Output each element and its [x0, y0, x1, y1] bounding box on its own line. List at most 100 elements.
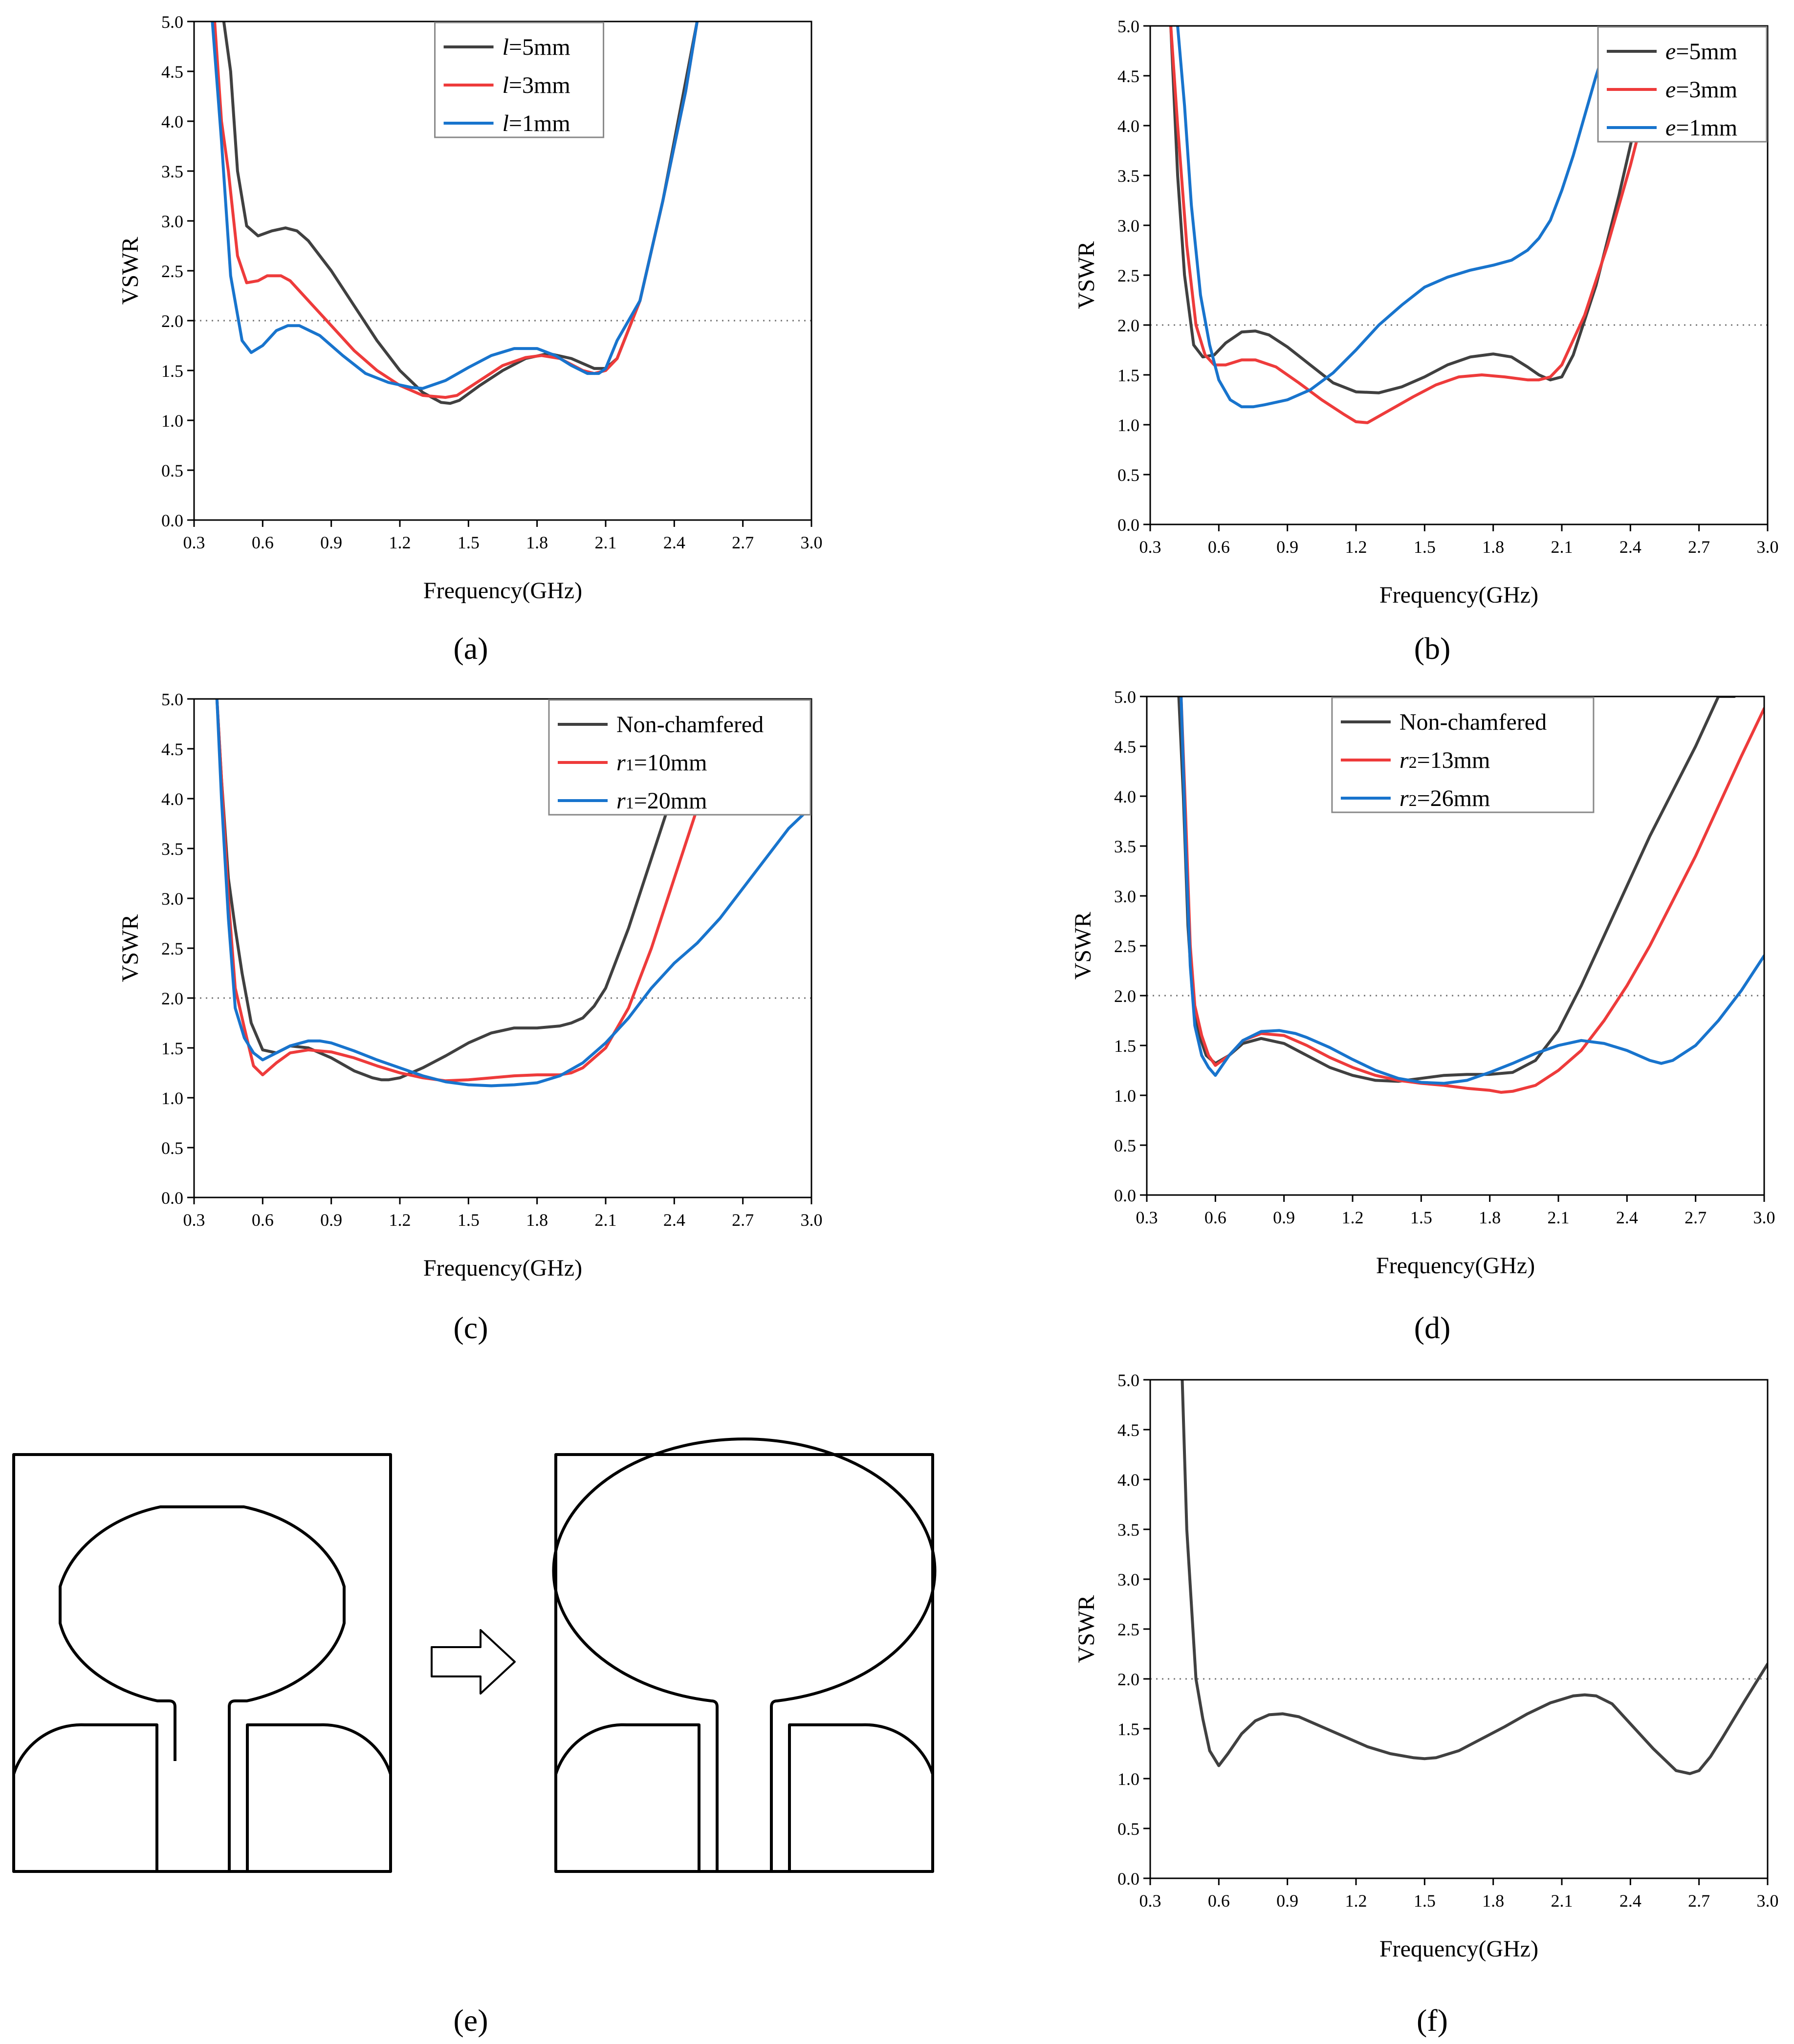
y-tick-label: 1.0	[161, 411, 183, 431]
chart-c: 0.3 0.6 0.9 1.2 1.5 1.8 2.1 2.4 2.7 3.0 0.0 0.5 1.0 1…	[117, 690, 823, 1281]
chart-b: 0.3 0.6 0.9 1.2 1.5 1.8 2.1 2.4 2.7 3.0 0.0 0.5 1.0 1…	[1073, 17, 1779, 608]
x-tick-label: 1.5	[458, 1210, 480, 1230]
y-tick-label: 5.0	[161, 12, 183, 32]
y-tick-label: 3.0	[1117, 216, 1139, 236]
x-tick-label: 2.1	[595, 1210, 617, 1230]
ground-right-a	[246, 1723, 392, 1873]
y-tick-label: 1.5	[1114, 1036, 1136, 1056]
y-tick-label: 0.0	[1117, 515, 1139, 535]
x-tick-label: 1.2	[1345, 1891, 1367, 1911]
x-tick-label: 2.1	[1551, 1891, 1573, 1911]
y-axis-label: VSWR	[117, 237, 143, 305]
y-tick-label: 1.0	[1117, 1769, 1139, 1789]
legend-box	[548, 699, 811, 816]
caption-f: (f)	[1417, 2003, 1448, 2038]
substrate-outline-right	[554, 1453, 934, 1873]
y-tick-label: 0.5	[1117, 465, 1139, 485]
x-tick-label: 0.3	[1139, 537, 1161, 557]
x-tick-label: 3.0	[1757, 1891, 1779, 1911]
x-axis-label: Frequency(GHz)	[1379, 582, 1538, 608]
x-axis-label: Frequency(GHz)	[1379, 1936, 1538, 1962]
charts: 0.3 0.6 0.9 1.2 1.5 1.8 2.1 2.4 2.7 3.0 0.0 0.5 1.0 1…	[117, 12, 1779, 1962]
legend-label: r2=13mm	[1400, 747, 1490, 773]
y-tick-label: 5.0	[1117, 1370, 1139, 1390]
y-tick-label: 3.5	[161, 162, 183, 181]
y-tick-label: 2.0	[1114, 986, 1136, 1006]
y-tick-label: 0.0	[1117, 1869, 1139, 1889]
y-tick-label: 1.0	[1114, 1086, 1136, 1106]
legend: Non-chamfered r2=13mm r2=26mm	[1331, 696, 1595, 813]
radiator-ellipse	[552, 1437, 937, 1871]
y-tick-label: 0.0	[161, 1188, 183, 1208]
y-tick-label: 3.5	[1117, 1520, 1139, 1540]
series-line-0	[1169, 26, 1655, 394]
x-tick-label: 1.2	[389, 1210, 411, 1230]
y-tick-label: 4.0	[161, 789, 183, 809]
legend-label: e=5mm	[1665, 39, 1737, 65]
chart-a: 0.3 0.6 0.9 1.2 1.5 1.8 2.1 2.4 2.7 3.0 0.0 0.5 1.0 1…	[117, 12, 823, 604]
x-tick-label: 0.9	[320, 1210, 342, 1230]
y-tick-label: 1.5	[161, 361, 183, 381]
y-tick-label: 2.5	[161, 261, 183, 281]
x-tick-label: 0.6	[252, 533, 274, 552]
legend-label: r1=20mm	[616, 788, 707, 814]
y-tick-label: 3.5	[1114, 837, 1136, 856]
ground-right-b	[788, 1723, 934, 1873]
y-tick-label: 3.0	[1114, 887, 1136, 906]
radiator-octagon	[59, 1505, 346, 1871]
caption-a: (a)	[453, 631, 488, 666]
x-tick-label: 2.7	[732, 1210, 754, 1230]
x-tick-label: 0.9	[1276, 1891, 1298, 1911]
x-tick-label: 0.9	[320, 533, 342, 552]
legend: Non-chamfered r1=10mm r1=20mm	[548, 699, 811, 816]
y-tick-label: 2.0	[1117, 1670, 1139, 1689]
y-tick-label: 2.0	[161, 311, 183, 331]
x-tick-label: 0.3	[183, 533, 205, 552]
y-tick-label: 0.0	[1114, 1186, 1136, 1205]
legend-label: Non-chamfered	[616, 712, 764, 738]
y-tick-label: 1.5	[1117, 1719, 1139, 1739]
y-tick-label: 5.0	[1114, 687, 1136, 707]
legend-label: e=1mm	[1665, 115, 1737, 141]
x-tick-label: 2.7	[1688, 537, 1710, 557]
x-tick-label: 3.0	[1757, 537, 1779, 557]
chart-d: 0.3 0.6 0.9 1.2 1.5 1.8 2.1 2.4 2.7 3.0 0.0 0.5 1.0 1…	[1070, 687, 1775, 1279]
x-tick-label: 1.8	[526, 533, 548, 552]
y-tick-label: 3.0	[161, 889, 183, 909]
x-tick-label: 2.7	[1688, 1891, 1710, 1911]
y-tick-label: 2.0	[1117, 316, 1139, 335]
y-tick-label: 0.5	[161, 461, 183, 480]
series-line-1	[213, 22, 699, 399]
x-tick-label: 2.4	[663, 1210, 685, 1230]
x-tick-label: 1.5	[1410, 1208, 1432, 1227]
y-tick-label: 4.5	[161, 739, 183, 759]
x-tick-label: 2.1	[595, 533, 617, 552]
y-tick-label: 4.5	[1117, 1420, 1139, 1440]
y-tick-label: 3.0	[1117, 1570, 1139, 1589]
y-tick-label: 4.5	[1114, 737, 1136, 757]
series-line-2	[1176, 26, 1616, 409]
x-tick-label: 2.7	[1685, 1208, 1706, 1227]
y-tick-label: 0.5	[1114, 1136, 1136, 1155]
y-tick-label: 2.0	[161, 989, 183, 1008]
y-tick-label: 4.0	[1117, 116, 1139, 136]
legend-label: Non-chamfered	[1400, 709, 1547, 735]
ground-left-b	[554, 1723, 700, 1873]
y-axis-label: VSWR	[117, 914, 143, 982]
x-tick-label: 3.0	[801, 533, 823, 552]
y-tick-label: 5.0	[1117, 17, 1139, 36]
y-tick-label: 2.5	[1117, 1620, 1139, 1639]
x-tick-label: 1.2	[1342, 1208, 1364, 1227]
y-tick-label: 0.5	[161, 1138, 183, 1158]
series-line-0	[1181, 1380, 1768, 1775]
y-tick-label: 4.0	[1114, 787, 1136, 806]
x-tick-label: 0.9	[1273, 1208, 1295, 1227]
legend-label: r1=10mm	[616, 750, 707, 776]
caption-c: (c)	[453, 1310, 488, 1345]
y-tick-label: 4.0	[161, 112, 183, 131]
legend-label: l=5mm	[503, 34, 570, 60]
substrate-outline-left	[12, 1453, 392, 1873]
y-tick-label: 3.5	[161, 839, 183, 859]
legend-box	[1331, 696, 1595, 813]
x-tick-label: 2.7	[732, 533, 754, 552]
